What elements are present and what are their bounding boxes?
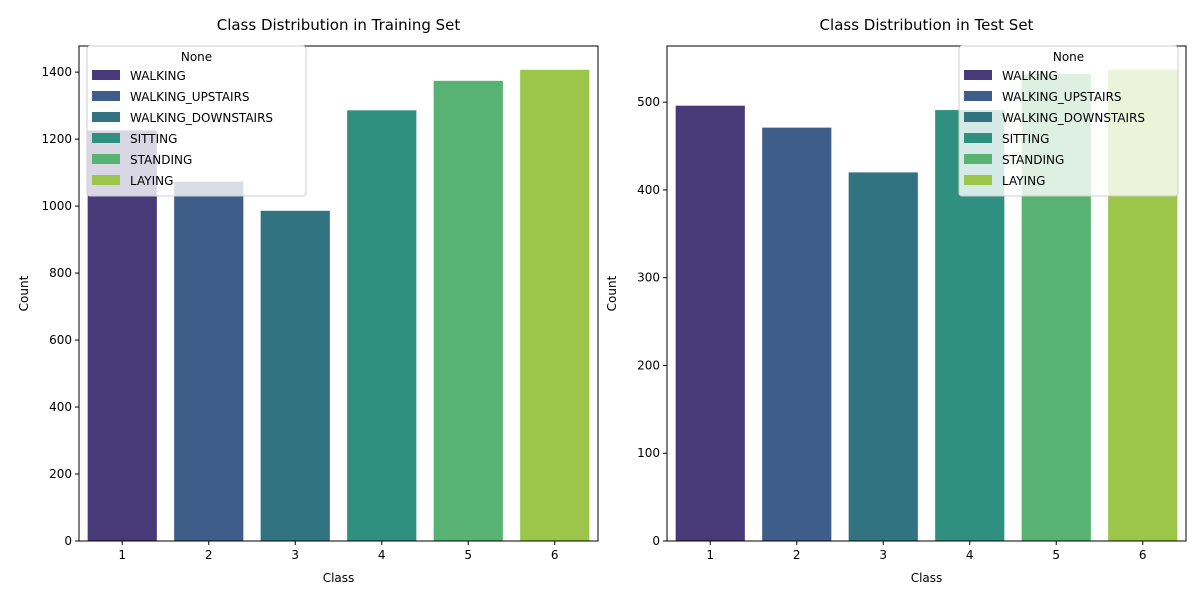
x-tick-label: 4 [378, 548, 386, 562]
legend-box [958, 45, 1179, 197]
bar-3 [848, 172, 918, 541]
legend-label: STANDING [130, 153, 192, 167]
x-tick-label: 5 [464, 548, 472, 562]
legend-swatch [964, 112, 992, 122]
bar-4 [347, 110, 417, 542]
legend-label: SITTING [1002, 132, 1049, 146]
x-tick-label: 4 [966, 548, 974, 562]
legend-label: WALKING_DOWNSTAIRS [130, 111, 273, 125]
y-tick-label: 0 [652, 534, 660, 548]
legend-swatch [92, 154, 120, 164]
legend-swatch [92, 175, 120, 185]
legend-title: None [1053, 50, 1084, 64]
legend: None WALKING WALKING_UPSTAIRS WALKING_DOWNS… [958, 45, 1179, 197]
y-tick-label: 1200 [41, 132, 72, 146]
y-tick-label: 400 [49, 400, 72, 414]
y-tick-label: 1400 [41, 65, 72, 79]
legend-box [86, 45, 307, 197]
legend-label: WALKING [1002, 69, 1058, 83]
bar-2 [762, 127, 832, 541]
y-tick-label: 600 [49, 333, 72, 347]
legend-swatch [964, 154, 992, 164]
y-tick-label: 0 [64, 534, 72, 548]
legend-swatch [92, 112, 120, 122]
bar-2 [174, 181, 244, 541]
legend-label: SITTING [130, 132, 177, 146]
x-tick-label: 3 [879, 548, 887, 562]
bar-5 [433, 80, 503, 542]
x-tick-label: 6 [1139, 548, 1147, 562]
legend-swatch [92, 91, 120, 101]
y-axis-label: Count [605, 275, 619, 311]
bar-3 [260, 210, 330, 541]
x-tick-label: 1 [706, 548, 714, 562]
chart-title: Class Distribution in Training Set [217, 16, 461, 34]
legend-label: STANDING [1002, 153, 1064, 167]
legend-swatch [964, 175, 992, 185]
legend-swatch [92, 70, 120, 80]
training-set-chart: Class Distribution in Training Set 0 200 40… [17, 16, 599, 585]
plot-frame [78, 45, 599, 542]
x-tick-label: 2 [205, 548, 213, 562]
bar-1 [87, 130, 157, 542]
bar-6 [520, 69, 590, 542]
bar-1 [675, 105, 745, 542]
y-tick-label: 500 [637, 95, 660, 109]
y-tick-label: 100 [637, 446, 660, 460]
legend-swatch [92, 133, 120, 143]
x-tick-label: 2 [793, 548, 801, 562]
y-tick-label: 1000 [41, 199, 72, 213]
x-tick-label: 3 [291, 548, 299, 562]
legend: None WALKING WALKING_UPSTAIRS WALKING_DOWNS… [86, 45, 307, 197]
legend-title: None [181, 50, 212, 64]
legend-label: LAYING [130, 174, 173, 188]
x-tick-label: 1 [118, 548, 126, 562]
y-tick-label: 400 [637, 183, 660, 197]
plot-frame [666, 45, 1187, 542]
y-tick-label: 800 [49, 266, 72, 280]
y-tick-label: 200 [637, 358, 660, 372]
legend-label: LAYING [1002, 174, 1045, 188]
x-axis-label: Class [911, 571, 943, 585]
y-axis-label: Count [17, 275, 31, 311]
legend-swatch [964, 133, 992, 143]
x-tick-label: 5 [1052, 548, 1060, 562]
x-tick-label: 6 [551, 548, 559, 562]
x-axis-label: Class [323, 571, 355, 585]
legend-swatch [964, 70, 992, 80]
chart-title: Class Distribution in Test Set [820, 16, 1034, 34]
legend-label: WALKING_UPSTAIRS [1002, 90, 1122, 104]
y-tick-label: 200 [49, 467, 72, 481]
legend-label: WALKING_UPSTAIRS [130, 90, 250, 104]
y-tick-label: 300 [637, 271, 660, 285]
legend-label: WALKING_DOWNSTAIRS [1002, 111, 1145, 125]
test-set-chart: Class Distribution in Test Set 0 100 200 300… [605, 16, 1187, 585]
legend-swatch [964, 91, 992, 101]
legend-label: WALKING [130, 69, 186, 83]
